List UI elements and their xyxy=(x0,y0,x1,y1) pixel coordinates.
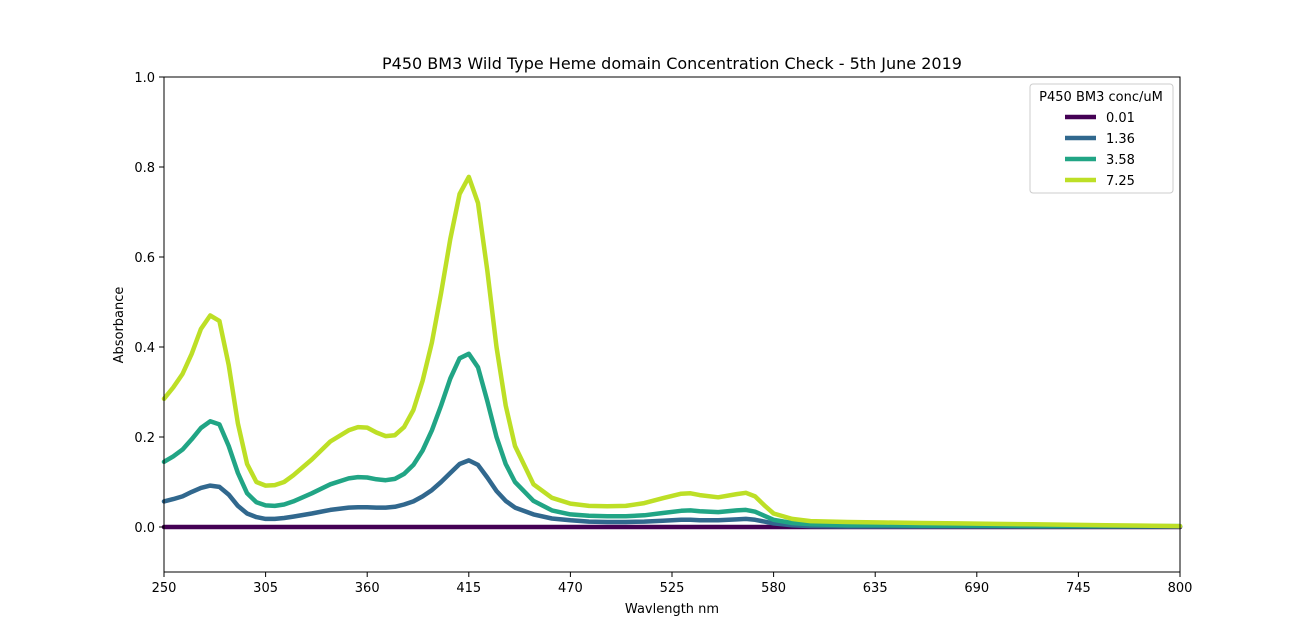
y-tick-label: 0.6 xyxy=(134,251,155,266)
legend-label: 3.58 xyxy=(1106,153,1135,168)
legend-title: P450 BM3 conc/uM xyxy=(1039,90,1163,105)
legend-label: 7.25 xyxy=(1106,174,1135,189)
x-axis-label: Wavlength nm xyxy=(625,602,719,617)
x-tick-label: 360 xyxy=(355,581,380,596)
legend-label: 0.01 xyxy=(1106,111,1135,126)
x-tick-label: 305 xyxy=(253,581,278,596)
x-tick-label: 470 xyxy=(558,581,583,596)
y-tick-label: 0.8 xyxy=(134,161,155,176)
x-tick-label: 745 xyxy=(1066,581,1091,596)
x-axis: 250 305 360 415 470 525 580 635 690 745 800 xyxy=(152,572,1193,596)
legend: P450 BM3 conc/uM 0.01 1.36 3.58 7.25 xyxy=(1029,83,1174,194)
y-tick-label: 0.0 xyxy=(134,521,155,536)
legend-box xyxy=(1029,83,1174,194)
series-line-7.25 xyxy=(161,174,1183,529)
legend-label: 1.36 xyxy=(1106,132,1135,147)
x-tick-label: 580 xyxy=(761,581,786,596)
series-line-3.58 xyxy=(161,351,1183,529)
y-axis-label: Absorbance xyxy=(112,287,127,364)
chart-title: P450 BM3 Wild Type Heme domain Concentra… xyxy=(382,54,962,73)
series-layer xyxy=(161,174,1183,530)
y-tick-label: 0.2 xyxy=(134,431,155,446)
x-tick-label: 800 xyxy=(1168,581,1193,596)
x-tick-label: 690 xyxy=(964,581,989,596)
plot-area xyxy=(164,77,1180,572)
x-tick-label: 250 xyxy=(152,581,177,596)
x-tick-label: 525 xyxy=(660,581,685,596)
y-tick-label: 1.0 xyxy=(134,71,155,86)
x-tick-label: 635 xyxy=(863,581,888,596)
legend-entries: 0.01 1.36 3.58 7.25 xyxy=(1065,111,1135,189)
x-tick-label: 415 xyxy=(456,581,481,596)
y-axis: 0.0 0.2 0.4 0.6 0.8 1.0 xyxy=(134,71,164,536)
y-tick-label: 0.4 xyxy=(134,341,155,356)
